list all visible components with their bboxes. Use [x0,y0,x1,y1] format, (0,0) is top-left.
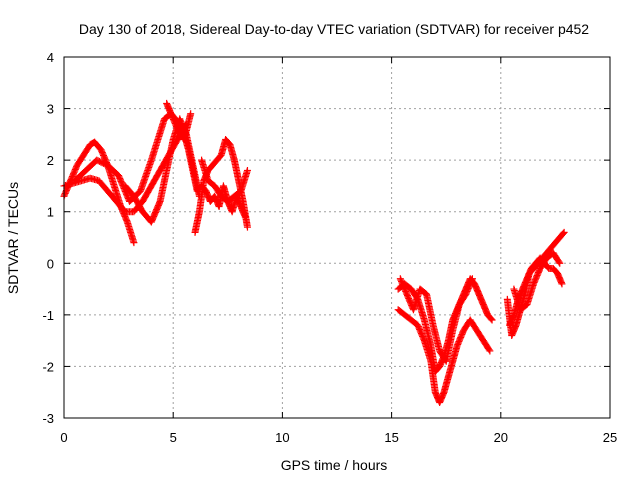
data-point [560,228,568,236]
y-tick-label: 0 [47,256,54,271]
data-point [488,316,496,324]
y-tick-label: -3 [42,411,54,426]
x-tick-label: 20 [494,430,508,445]
plot-frame [63,56,611,419]
x-axis-label: GPS time / hours [281,457,388,473]
x-tick-label: 0 [60,430,67,445]
chart-title: Day 130 of 2018, Sidereal Day-to-day VTE… [79,21,589,37]
grid [64,57,610,418]
data-point [468,275,476,283]
series-arc-6 [191,136,251,236]
series-arc-10 [396,275,476,365]
x-tick-label: 5 [170,430,177,445]
series-arc-9 [394,306,494,407]
data-point-sample [559,229,567,237]
series-arc-7 [198,156,251,205]
y-tick-label: 3 [47,102,54,117]
data-point [243,166,251,174]
data-point [187,110,195,118]
data-point-sample [485,346,493,354]
series-arc-13 [510,249,564,314]
x-tick-label: 10 [275,430,289,445]
y-tick-label: -1 [42,308,54,323]
data-point [486,347,494,355]
data-point [243,223,251,231]
data-point [130,239,138,247]
y-tick-label: 2 [47,153,54,168]
data-point-sample [487,315,495,323]
y-tick-label: 4 [47,50,54,65]
axis-ticks: -3 -2 -1 0 1 2 3 4 0 5 10 15 20 25 [42,50,617,445]
y-tick-label: -2 [42,359,54,374]
series-arc-12 [506,254,566,329]
data-points [60,99,568,407]
x-tick-label: 15 [384,430,398,445]
y-axis-label: SDTVAR / TECUs [5,182,21,294]
y-tick-label: 1 [47,205,54,220]
x-tick-label: 25 [603,430,617,445]
data-point [558,280,566,288]
data-point [556,259,564,267]
data-point-sample [555,258,563,266]
